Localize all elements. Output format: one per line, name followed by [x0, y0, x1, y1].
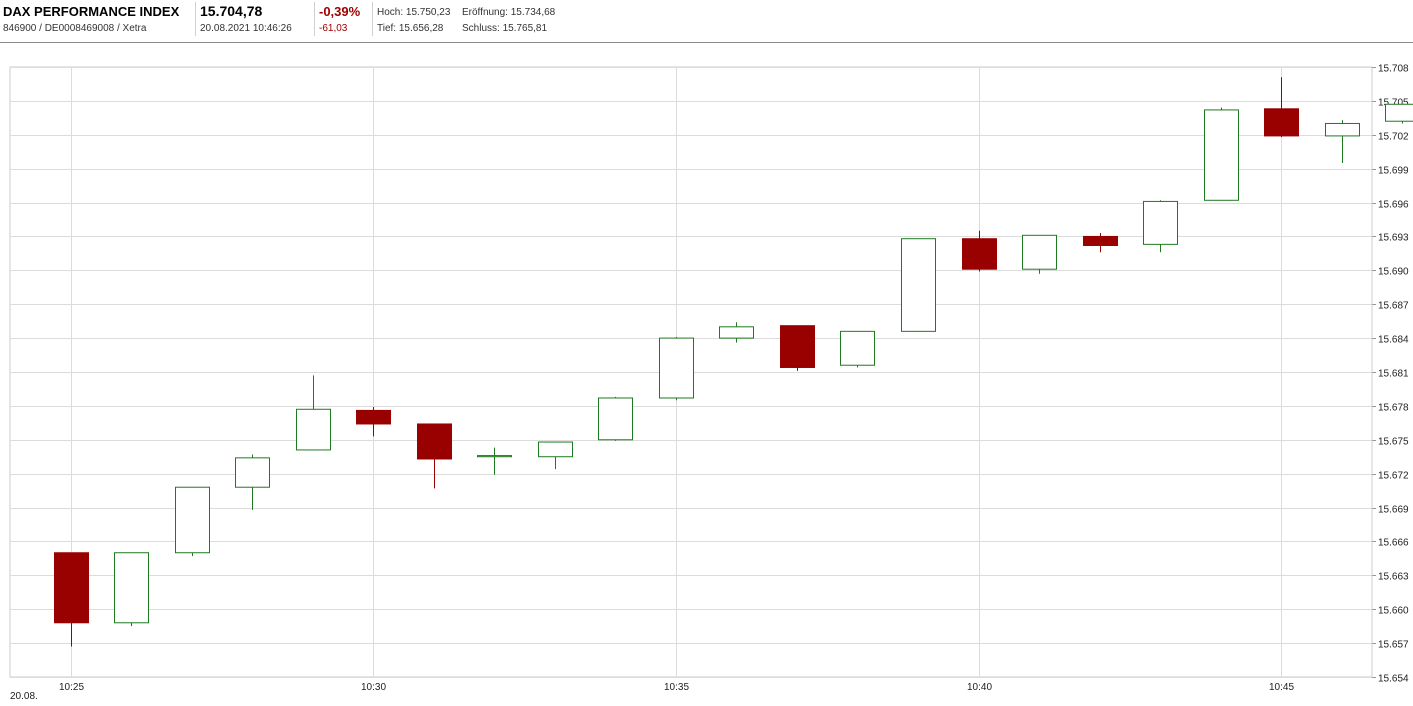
y-tick-label: 15.702: [1378, 132, 1409, 143]
candle-body-up: [114, 552, 149, 624]
candle-body-up: [1022, 234, 1057, 270]
change-percent: -0,39%: [319, 4, 361, 19]
date-label: 20.08.: [10, 691, 38, 702]
candle-body-down: [54, 552, 89, 624]
day-low: Tief: 15.656,28: [377, 23, 444, 34]
y-tick-label: 15.660: [1378, 606, 1409, 617]
candle-body-down: [417, 423, 452, 460]
x-tick-label: 10:35: [664, 682, 689, 693]
candle-body-up: [598, 397, 633, 441]
candle-body-up: [1204, 109, 1239, 201]
y-tick-label: 15.663: [1378, 572, 1409, 583]
candle-body-up: [235, 457, 270, 488]
y-tick-label: 15.657: [1378, 640, 1409, 651]
candle-body-up: [175, 486, 210, 554]
y-tick-label: 15.696: [1378, 200, 1409, 211]
candle-body-up: [840, 330, 875, 366]
x-tick-label: 10:25: [59, 682, 84, 693]
x-tick-label: 10:45: [1269, 682, 1294, 693]
y-tick-label: 15.687: [1378, 301, 1409, 312]
candle-body-up: [1143, 200, 1178, 245]
header-divider: [372, 2, 373, 36]
candle-body-up: [538, 441, 573, 458]
x-tick-label: 10:40: [967, 682, 992, 693]
change-absolute: -61,03: [319, 23, 348, 34]
candle-body-up: [1385, 103, 1413, 122]
y-tick-label: 15.672: [1378, 471, 1409, 482]
y-tick-label: 15.705: [1378, 98, 1409, 109]
day-open: Eröffnung: 15.734,68: [462, 7, 556, 18]
previous-close: Schluss: 15.765,81: [462, 23, 548, 34]
candle-body-up: [719, 326, 754, 339]
candle-body-up: [1325, 122, 1360, 137]
quote-header: DAX PERFORMANCE INDEX 846900 / DE0008469…: [0, 0, 1413, 43]
y-tick-label: 15.699: [1378, 166, 1409, 177]
candle-body-up: [477, 455, 512, 458]
candle-body-up: [901, 238, 936, 332]
candle-body-down: [962, 238, 997, 270]
y-tick-label: 15.678: [1378, 403, 1409, 414]
header-divider: [314, 2, 315, 36]
quote-timestamp: 20.08.2021 10:46:26: [200, 23, 292, 34]
header-divider: [195, 2, 196, 36]
y-tick-label: 15.654: [1378, 674, 1409, 685]
chart-area[interactable]: .comdirect 15.65415.65715.66015.66315.66…: [0, 43, 1413, 706]
candle-body-down: [356, 409, 391, 425]
y-tick-label: 15.675: [1378, 437, 1409, 448]
candle-body-down: [780, 325, 815, 368]
y-tick-label: 15.681: [1378, 369, 1409, 380]
y-tick-label: 15.669: [1378, 505, 1409, 516]
instrument-ids: 846900 / DE0008469008 / Xetra: [3, 23, 147, 34]
y-tick-label: 15.708: [1378, 64, 1409, 75]
y-tick-label: 15.666: [1378, 538, 1409, 549]
y-tick-label: 15.693: [1378, 233, 1409, 244]
x-tick-label: 10:30: [361, 682, 386, 693]
y-tick-label: 15.684: [1378, 335, 1409, 346]
y-tick-label: 15.690: [1378, 267, 1409, 278]
candle-body-down: [1264, 108, 1299, 137]
day-high: Hoch: 15.750,23: [377, 7, 451, 18]
candlestick-chart[interactable]: 15.654 15.657 15.660 15.663 15.666 15.669 15.6…: [0, 43, 1413, 706]
instrument-name: DAX PERFORMANCE INDEX: [3, 4, 180, 19]
candle-body-up: [659, 337, 694, 399]
candle-body-down: [1083, 235, 1118, 246]
last-price: 15.704,78: [200, 3, 263, 19]
candle-body-up: [296, 408, 331, 451]
